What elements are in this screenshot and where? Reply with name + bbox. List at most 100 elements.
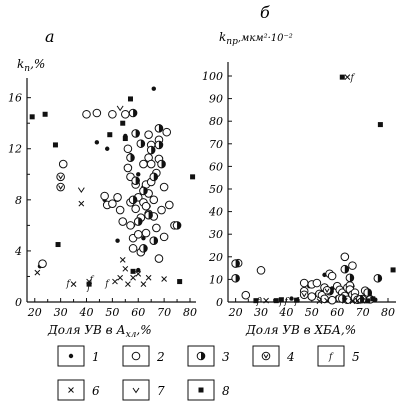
x-tick-label: 60: [131, 306, 145, 319]
data-point-square: [120, 120, 126, 126]
data-point-half-circle: [345, 273, 355, 283]
data-point-open-circle: [152, 223, 161, 233]
data-point-square: [29, 114, 35, 120]
legend-item-6: 6: [57, 379, 100, 401]
legend-item-3: 3: [187, 345, 230, 367]
data-point-f: f: [278, 298, 284, 308]
y-tick-label: 60: [209, 160, 223, 173]
x-tick-label: 50: [105, 306, 119, 319]
data-point-open-circle: [121, 109, 130, 119]
panel-b-letter: б: [260, 3, 270, 22]
data-point-square: [339, 74, 345, 80]
svg-text:f: f: [349, 74, 355, 84]
data-point-cross: [125, 281, 131, 287]
data-point-cross: [135, 271, 142, 277]
data-point-half-circle: [363, 288, 372, 297]
data-point-half-circle: [136, 139, 146, 148]
data-point-cross: [112, 278, 118, 285]
data-point-open-circle: [162, 127, 172, 137]
data-point-v: [116, 105, 124, 112]
data-point-square: [52, 142, 58, 148]
data-point-square: [278, 297, 284, 303]
data-point-open-circle: [92, 108, 102, 118]
data-point-square: [253, 298, 259, 304]
legend-box: [317, 345, 345, 367]
data-point-open-circle: [144, 130, 153, 139]
data-point-open-circle: [118, 217, 128, 226]
data-point-open-circle: [113, 192, 122, 202]
panel-b-ylabel: kпр,мкм²·10⁻²: [219, 30, 293, 47]
data-point-open-circle: [58, 159, 68, 169]
data-point-open-circle: [131, 204, 140, 214]
data-point-open-circle: [133, 230, 143, 239]
y-tick-label: 20: [208, 251, 223, 264]
data-point-cross: [119, 257, 126, 263]
data-point-f: f: [255, 297, 261, 307]
data-point-half-circle: [340, 264, 350, 274]
panel-b: б kпр,мкм²·10⁻² 0 10 20 30 40 50 60 70 80 90 100 2…: [202, 3, 396, 337]
data-point-square: [42, 111, 48, 117]
svg-text:f: f: [283, 297, 289, 307]
data-point-half-circle: [231, 273, 240, 283]
legend-item-7: 7: [122, 379, 165, 401]
data-point-open-circle: [146, 159, 156, 169]
y-tick-label: 12: [8, 143, 22, 156]
legend: 1 2 3 4 f 56 7 8: [57, 345, 360, 401]
panel-b-xlabel: Доля УВ в ХБА,%: [245, 323, 356, 337]
legend-number: 2: [156, 350, 165, 364]
data-point-open-circle: [256, 266, 266, 275]
x-tick-label: 40: [79, 306, 94, 319]
svg-text:f: f: [255, 297, 261, 307]
data-point-open-circle: [307, 292, 317, 301]
y-tick-label: 10: [209, 273, 223, 286]
legend-marker-half-circle: [196, 351, 206, 361]
data-point-half-circle: [146, 145, 156, 155]
y-tick-label: 16: [8, 92, 22, 105]
data-point-cross: [122, 265, 129, 272]
x-tick-label: 80: [183, 306, 197, 319]
data-point-open-circle: [159, 182, 169, 192]
data-point-cross: [34, 269, 41, 276]
svg-text:f: f: [104, 279, 110, 289]
data-point-open-circle: [157, 205, 166, 215]
legend-item-1: 1: [57, 345, 100, 367]
data-point-open-circle: [348, 261, 357, 270]
data-point-f: f: [86, 283, 92, 293]
y-tick-label: 0: [15, 296, 22, 309]
data-point-square: [377, 122, 383, 128]
legend-number: 4: [286, 350, 295, 364]
data-point-open-circle: [141, 228, 151, 238]
data-point-v: [77, 187, 85, 194]
x-tick-label: 50: [305, 306, 319, 319]
data-point-square: [177, 279, 183, 285]
data-point-square: [130, 268, 136, 274]
legend-marker-cross: [68, 387, 74, 393]
data-point-half-circle: [149, 172, 159, 182]
svg-text:f: f: [86, 283, 92, 293]
panel-a-ylabel: kп,%: [17, 57, 45, 74]
data-point-dot: [94, 140, 100, 145]
data-point-dot: [115, 238, 120, 243]
data-point-square: [365, 298, 371, 304]
data-point-dot: [136, 267, 141, 273]
data-point-f: f: [104, 279, 110, 289]
legend-marker-v: [132, 387, 140, 394]
data-point-open-circle: [165, 200, 174, 210]
data-point-half-circle: [128, 108, 138, 118]
data-point-open-circle: [123, 144, 133, 154]
data-point-cross: [341, 298, 348, 304]
y-tick-label: 100: [202, 70, 223, 83]
data-point-half-circle: [126, 153, 135, 162]
legend-marker-circle-v: [261, 351, 271, 361]
data-point-half-circle: [139, 244, 148, 253]
data-point-square: [370, 296, 376, 302]
data-point-square: [107, 132, 113, 138]
data-point-cross: [130, 274, 136, 281]
data-point-open-circle: [299, 278, 309, 288]
data-point-half-circle: [128, 195, 138, 205]
data-point-circle-v: [56, 182, 65, 192]
panel-a-xlabel: Доля УВ в Ахл,%: [47, 323, 152, 340]
x-tick-label: 60: [330, 306, 344, 319]
